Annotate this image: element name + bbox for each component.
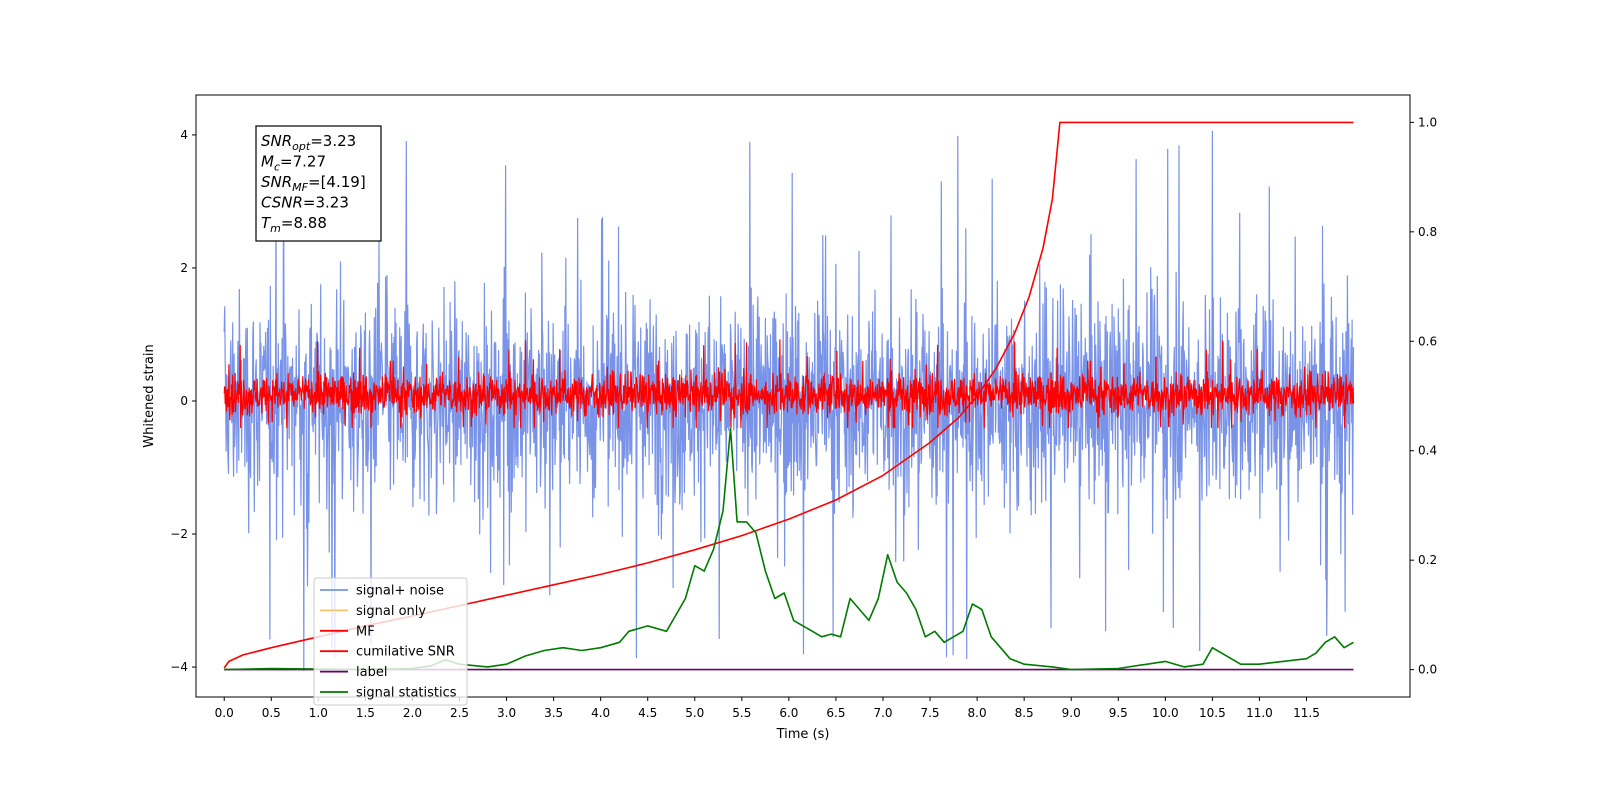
x-tick-label: 7.0 <box>873 706 892 720</box>
legend-entry: MF <box>356 624 375 639</box>
x-tick-label: 6.5 <box>826 706 845 720</box>
textbox-line: Mc=7.27 <box>261 153 326 174</box>
textbox-line: SNRMF=[4.19] <box>261 173 366 194</box>
legend-entry: signal only <box>356 604 426 619</box>
legend-entry: cumilative SNR <box>356 645 455 660</box>
y2-tick-label: 1.0 <box>1418 115 1437 129</box>
y2-tick-label: 0.2 <box>1418 553 1437 567</box>
y-axis-left: −4 −2 0 2 4 <box>170 128 196 674</box>
x-tick-label: 2.5 <box>450 706 469 720</box>
x-tick-label: 5.5 <box>732 706 751 720</box>
x-tick-label: 9.0 <box>1062 706 1081 720</box>
textbox-line: SNRopt=3.23 <box>261 132 356 153</box>
legend-entry: label <box>356 665 387 680</box>
textbox-line: CSNR=3.23 <box>261 194 349 212</box>
y-axis-right: 0.0 0.2 0.4 0.6 0.8 1.0 <box>1410 115 1437 677</box>
x-tick-label: 10.5 <box>1199 706 1226 720</box>
x-tick-label: 3.5 <box>544 706 563 720</box>
legend-frame <box>313 577 468 706</box>
textbox-line: Tm=8.88 <box>261 214 327 235</box>
legend: signal+ noise signal only MF cumilative SNR… <box>313 577 468 706</box>
textbox-frame <box>255 125 382 242</box>
x-tick-label: 0.5 <box>262 706 281 720</box>
y2-tick-label: 0.0 <box>1418 663 1437 677</box>
series-line-0 <box>223 130 1355 671</box>
x-tick-label: 9.5 <box>1109 706 1128 720</box>
x-tick-label: 6.0 <box>779 706 798 720</box>
x-tick-label: 3.0 <box>497 706 516 720</box>
y-tick-label: −4 <box>170 660 188 674</box>
x-tick-label: 4.0 <box>591 706 610 720</box>
series-line-5 <box>224 428 1354 671</box>
x-tick-label: 11.0 <box>1246 706 1273 720</box>
x-tick-label: 1.0 <box>309 706 328 720</box>
x-tick-label: 10.0 <box>1152 706 1179 720</box>
x-tick-label: 8.0 <box>968 706 987 720</box>
x-tick-label: 4.5 <box>638 706 657 720</box>
y-axis-label: Whitened strain <box>142 344 157 447</box>
legend-entry: signal+ noise <box>356 584 444 599</box>
x-tick-label: 2.0 <box>403 706 422 720</box>
x-axis: 0.0 0.5 1.0 1.5 2.0 2.5 3.0 3.5 4.0 4.5 5.0 5.5 6.0 6… <box>215 697 1320 720</box>
y-tick-label: 0 <box>180 394 188 408</box>
series-line-2 <box>223 339 1355 429</box>
y-tick-label: 4 <box>180 128 188 142</box>
legend-entry: signal statistics <box>356 686 457 701</box>
y2-tick-label: 0.6 <box>1418 334 1437 348</box>
x-axis-label: Time (s) <box>776 727 830 742</box>
x-tick-label: 1.5 <box>356 706 375 720</box>
x-tick-label: 8.5 <box>1015 706 1034 720</box>
x-tick-label: 7.5 <box>920 706 939 720</box>
x-tick-label: 11.5 <box>1293 706 1320 720</box>
x-tick-label: 5.0 <box>685 706 704 720</box>
y-tick-label: 2 <box>180 261 188 275</box>
y2-tick-label: 0.8 <box>1418 225 1437 239</box>
x-tick-label: 0.0 <box>215 706 234 720</box>
y2-tick-label: 0.4 <box>1418 444 1437 458</box>
axes-frame <box>195 94 1411 698</box>
y-tick-label: −2 <box>170 527 188 541</box>
